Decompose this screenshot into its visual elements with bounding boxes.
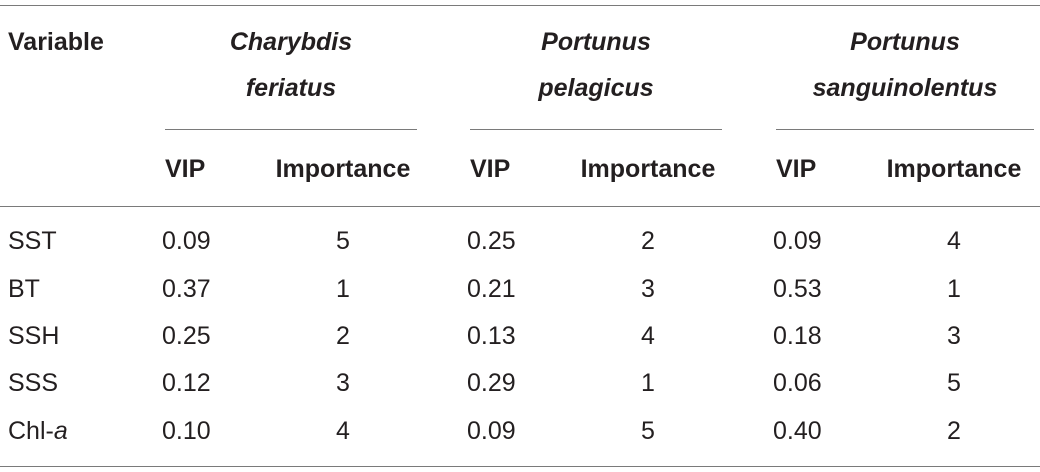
table-top-rule	[0, 5, 1040, 6]
variable-cell: SSS	[8, 369, 59, 397]
species-header-pelagicus-line1: Portunus	[541, 28, 651, 56]
importance-header: Importance	[886, 155, 1022, 183]
importance-cell: 4	[336, 417, 350, 445]
importance-cell: 2	[947, 417, 961, 445]
importance-header: Importance	[580, 155, 716, 183]
vip-cell: 0.25	[467, 227, 516, 255]
vip-cell: 0.09	[773, 227, 822, 255]
header-bottom-rule	[0, 206, 1040, 207]
variable-cell: SST	[8, 227, 57, 255]
table-bottom-rule	[0, 466, 1040, 467]
importance-cell: 3	[336, 369, 350, 397]
importance-cell: 3	[641, 275, 655, 303]
species-rule-2	[470, 129, 722, 130]
vip-cell: 0.40	[773, 417, 822, 445]
vip-cell: 0.18	[773, 322, 822, 350]
vip-cell: 0.10	[162, 417, 211, 445]
species-header-sanguinolentus-line1: Portunus	[850, 28, 960, 56]
importance-cell: 4	[641, 322, 655, 350]
species-header-pelagicus-line2: pelagicus	[538, 74, 654, 102]
vip-header: VIP	[165, 155, 206, 183]
vip-cell: 0.06	[773, 369, 822, 397]
species-header-charybdis-line1: Charybdis	[229, 28, 353, 56]
vip-cell: 0.13	[467, 322, 516, 350]
vip-cell: 0.37	[162, 275, 211, 303]
variable-cell: SSH	[8, 322, 60, 350]
importance-cell: 5	[947, 369, 961, 397]
importance-cell: 2	[336, 322, 350, 350]
importance-header: Importance	[275, 155, 411, 183]
importance-cell: 2	[641, 227, 655, 255]
importance-cell: 4	[947, 227, 961, 255]
species-header-charybdis-line2: feriatus	[245, 74, 337, 102]
vip-header: VIP	[470, 155, 511, 183]
vip-cell: 0.29	[467, 369, 516, 397]
vip-cell: 0.12	[162, 369, 211, 397]
variable-cell: BT	[8, 275, 40, 303]
importance-cell: 1	[336, 275, 350, 303]
species-header-sanguinolentus-line2: sanguinolentus	[812, 74, 998, 102]
vip-cell: 0.09	[467, 417, 516, 445]
variable-header: Variable	[8, 28, 104, 56]
variable-cell: Chl-a	[8, 417, 68, 445]
importance-cell: 5	[336, 227, 350, 255]
vip-cell: 0.53	[773, 275, 822, 303]
importance-cell: 5	[641, 417, 655, 445]
vip-cell: 0.09	[162, 227, 211, 255]
species-rule-1	[165, 129, 417, 130]
importance-cell: 1	[641, 369, 655, 397]
vip-cell: 0.21	[467, 275, 516, 303]
importance-cell: 1	[947, 275, 961, 303]
vip-header: VIP	[776, 155, 817, 183]
species-rule-3	[776, 129, 1034, 130]
vip-cell: 0.25	[162, 322, 211, 350]
importance-cell: 3	[947, 322, 961, 350]
